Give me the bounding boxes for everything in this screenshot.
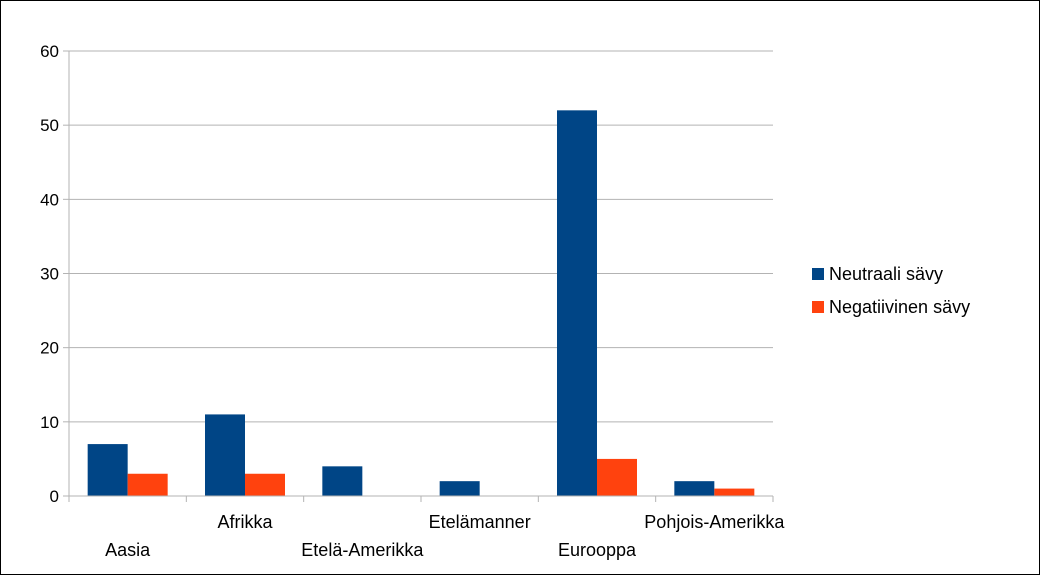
gridlines bbox=[69, 50, 773, 423]
bar-neutral bbox=[205, 414, 245, 496]
y-tick-label: 60 bbox=[40, 42, 59, 61]
legend-swatch bbox=[812, 268, 824, 280]
legend-label: Negatiivinen sävy bbox=[829, 297, 970, 317]
y-tick-label: 20 bbox=[40, 339, 59, 358]
legend: Neutraali sävy Negatiivinen sävy bbox=[812, 264, 970, 317]
y-tick-label: 50 bbox=[40, 116, 59, 135]
y-axis: 0 10 20 30 40 50 60 bbox=[40, 42, 70, 506]
bar-negative bbox=[245, 473, 285, 496]
legend-swatch bbox=[812, 301, 824, 313]
x-category-label: Etelämanner bbox=[429, 512, 531, 532]
bar-neutral bbox=[322, 466, 363, 496]
bar-negative bbox=[127, 473, 168, 496]
y-tick-label: 30 bbox=[40, 265, 59, 284]
bar-negative bbox=[714, 488, 755, 496]
bar-negative bbox=[597, 458, 637, 496]
x-category-label: Eurooppa bbox=[558, 540, 637, 560]
x-category-label: Pohjois-Amerikka bbox=[644, 512, 785, 532]
x-category-label: Aasia bbox=[105, 540, 151, 560]
bars bbox=[87, 110, 755, 496]
x-category-label: Etelä-Amerikka bbox=[301, 540, 424, 560]
bar-neutral bbox=[557, 110, 597, 496]
y-tick-label: 10 bbox=[40, 413, 59, 432]
y-tick-label: 40 bbox=[40, 190, 59, 209]
y-tick-label: 0 bbox=[50, 487, 59, 506]
legend-label: Neutraali sävy bbox=[829, 264, 943, 284]
x-category-label: Afrikka bbox=[217, 512, 273, 532]
bar-neutral bbox=[674, 481, 715, 496]
bar-neutral bbox=[439, 481, 480, 496]
bar-neutral bbox=[87, 444, 128, 496]
